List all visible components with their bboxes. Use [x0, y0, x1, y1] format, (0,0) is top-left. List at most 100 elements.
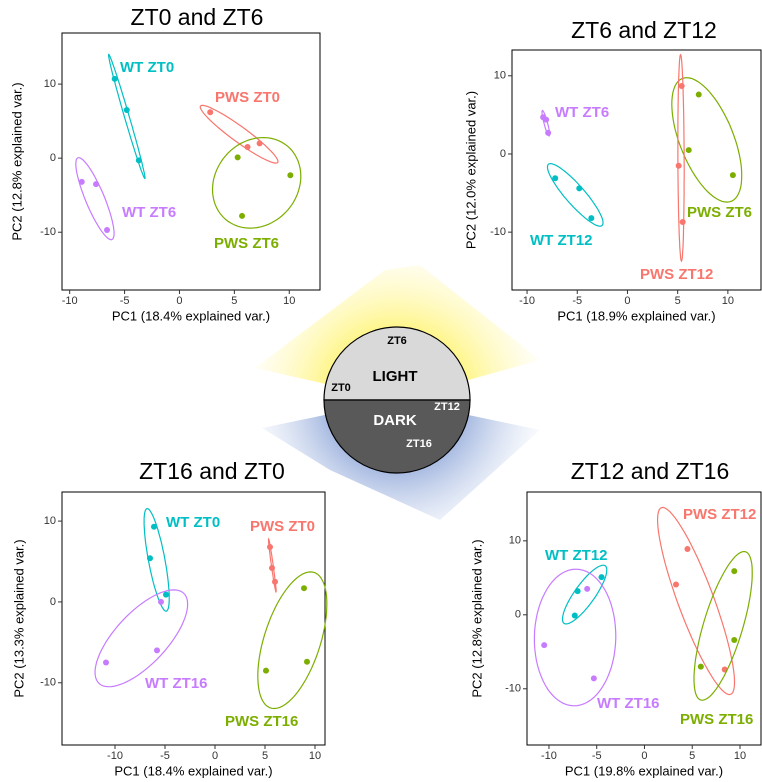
- point: [158, 599, 164, 605]
- x-tick-label: -5: [572, 295, 582, 307]
- y-tick-label: -10: [40, 226, 56, 238]
- point: [543, 117, 549, 123]
- chart-title: ZT12 and ZT16: [571, 458, 730, 484]
- x-axis-label: PC1 (18.4% explained var.): [112, 308, 270, 323]
- x-tick-label: 5: [689, 750, 695, 762]
- group-label: WT ZT6: [122, 204, 176, 221]
- y-tick-label: 0: [50, 152, 56, 164]
- point: [686, 147, 692, 153]
- x-tick-label: -10: [62, 295, 78, 307]
- y-tick-label: 0: [500, 148, 506, 160]
- point: [575, 588, 581, 594]
- x-tick-label: 5: [231, 295, 237, 307]
- point: [147, 555, 153, 561]
- dark-label: DARK: [373, 412, 416, 429]
- point: [79, 179, 85, 185]
- y-axis-label: PC2 (12.0% explained var.): [463, 91, 478, 249]
- chart-title: ZT0 and ZT6: [131, 4, 264, 30]
- group-label: WT ZT6: [555, 104, 609, 121]
- group-label: PWS ZT6: [214, 235, 279, 252]
- x-tick-label: 5: [262, 750, 268, 762]
- x-tick-label: 10: [283, 295, 295, 307]
- point: [541, 642, 547, 648]
- point: [235, 154, 241, 160]
- group-label: PWS ZT6: [687, 204, 752, 221]
- x-tick-label: 10: [734, 750, 746, 762]
- point: [239, 213, 245, 219]
- group-label: PWS ZT12: [640, 266, 713, 283]
- point: [730, 172, 736, 178]
- light-label: LIGHT: [373, 368, 418, 385]
- x-tick-label: -10: [107, 750, 123, 762]
- point: [731, 637, 737, 643]
- zt-label: ZT12: [434, 401, 460, 413]
- group-label: WT ZT16: [597, 695, 660, 712]
- point: [572, 613, 578, 619]
- y-axis-label: PC2 (13.3% explained var.): [11, 539, 26, 697]
- y-tick-label: -10: [490, 226, 506, 238]
- x-tick-label: 0: [624, 295, 630, 307]
- x-tick-label: 0: [641, 750, 647, 762]
- group-label: PWS ZT16: [225, 713, 298, 730]
- point: [269, 565, 275, 571]
- point: [93, 181, 99, 187]
- plot-frame: [62, 33, 320, 290]
- point: [698, 664, 704, 670]
- point: [136, 157, 142, 163]
- x-tick-label: 0: [212, 750, 218, 762]
- group-label: WT ZT12: [530, 232, 593, 249]
- x-tick-label: -10: [541, 750, 557, 762]
- x-tick-label: 5: [675, 295, 681, 307]
- point: [287, 172, 293, 178]
- point: [257, 140, 263, 146]
- point: [676, 163, 682, 169]
- x-axis-label: PC1 (19.8% explained var.): [565, 763, 723, 778]
- x-tick-label: 10: [309, 750, 321, 762]
- point: [104, 227, 110, 233]
- point: [207, 109, 213, 115]
- point: [103, 660, 109, 666]
- point: [154, 647, 160, 653]
- day-night-diagram: ZT6 LIGHT ZT0 ZT12 DARK ZT16: [255, 265, 540, 520]
- point: [591, 675, 597, 681]
- point: [584, 586, 590, 592]
- point: [151, 524, 157, 530]
- y-tick-label: 0: [50, 596, 56, 608]
- x-axis-label: PC1 (18.4% explained var.): [114, 763, 272, 778]
- x-tick-label: 0: [176, 295, 182, 307]
- y-axis-label: PC2 (12.8% explained var.): [9, 82, 24, 240]
- point: [576, 185, 582, 191]
- x-tick-label: -10: [519, 295, 535, 307]
- point: [552, 175, 558, 181]
- point: [304, 659, 310, 665]
- group-label: WT ZT0: [120, 59, 174, 76]
- point: [272, 579, 278, 585]
- point: [124, 107, 130, 113]
- y-tick-label: 10: [494, 70, 506, 82]
- point: [112, 76, 118, 82]
- group-label: PWS ZT16: [680, 711, 753, 728]
- point: [673, 581, 679, 587]
- point: [263, 668, 269, 674]
- x-tick-label: -5: [160, 750, 170, 762]
- group-label: PWS ZT0: [250, 518, 315, 535]
- y-axis-label: PC2 (12.8% explained var.): [469, 539, 484, 697]
- y-tick-label: 10: [44, 78, 56, 90]
- point: [301, 585, 307, 591]
- y-tick-label: 0: [515, 609, 521, 621]
- point: [588, 215, 594, 221]
- group-label: WT ZT0: [166, 514, 220, 531]
- chart-title: ZT16 and ZT0: [139, 458, 285, 484]
- point: [731, 568, 737, 574]
- point: [679, 83, 685, 89]
- point: [696, 92, 702, 98]
- y-tick-label: 10: [44, 515, 56, 527]
- point: [245, 144, 251, 150]
- x-tick-label: 10: [722, 295, 734, 307]
- point: [598, 574, 604, 580]
- point: [684, 546, 690, 552]
- x-axis-label: PC1 (18.9% explained var.): [557, 308, 715, 323]
- figure: ZT6 LIGHT ZT0 ZT12 DARK ZT16 ZT0 and ZT6…: [0, 0, 762, 782]
- group-label: PWS ZT12: [683, 506, 756, 523]
- y-tick-label: 10: [509, 535, 521, 547]
